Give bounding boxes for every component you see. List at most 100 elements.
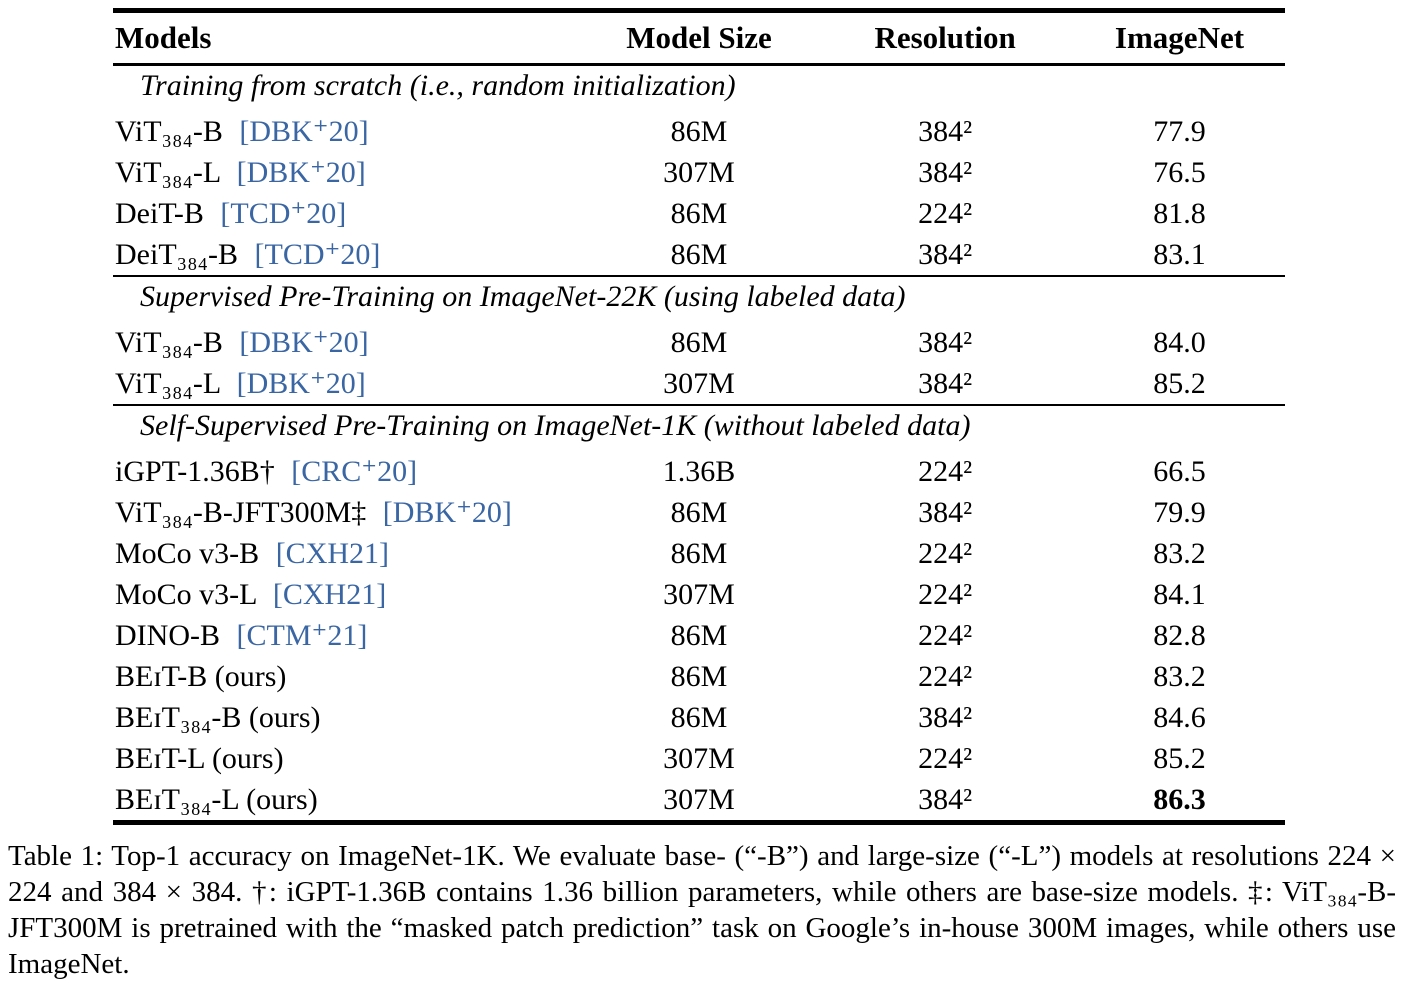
model-size-cell: 86M [670,536,728,570]
model-cell: MoCo v3-B [CXH21] [113,537,582,571]
section-divider-rule [113,404,1285,406]
table-caption: Table 1: Top-1 accuracy on ImageNet-1K. … [8,840,1396,980]
model-name: ViT₃₈₄-L [115,156,221,189]
imagenet-cell: 83.2 [1153,536,1206,570]
citation-link[interactable]: [CXH21] [272,577,387,611]
table-row: DeiT-B [TCD⁺20] 86M 224² 81.8 [113,193,1285,234]
table-header-row: Models Model Size Resolution ImageNet [113,13,1285,63]
section-heading-row: Self-Supervised Pre-Training on ImageNet… [113,406,1285,451]
table-section: Self-Supervised Pre-Training on ImageNet… [113,406,1285,820]
model-cell: DeiT₃₈₄-B [TCD⁺20] [113,237,582,272]
table-row: iGPT-1.36B† [CRC⁺20] 1.36B 224² 66.5 [113,451,1285,492]
model-cell: BEɪT-L (ours) [113,742,582,776]
model-size-cell: 307M [663,366,735,400]
model-size-cell: 307M [663,782,735,816]
model-size-cell: 307M [663,741,735,775]
results-table: Models Model Size Resolution ImageNet Tr… [113,8,1285,825]
section-heading-row: Supervised Pre-Training on ImageNet-22K … [113,277,1285,322]
resolution-cell: 384² [918,237,973,271]
model-name: iGPT-1.36B† [115,455,275,488]
citation-link[interactable]: [DBK⁺20] [239,326,369,359]
model-name: BEɪT-L (ours) [115,741,284,775]
model-name: ViT₃₈₄-B [115,115,223,148]
imagenet-cell: 82.8 [1153,618,1206,652]
imagenet-cell: 84.6 [1153,700,1206,734]
model-cell: DeiT-B [TCD⁺20] [113,196,582,231]
model-name: DeiT-B [115,197,204,230]
resolution-cell: 384² [918,155,973,189]
model-name: ViT₃₈₄-B [115,326,223,359]
model-name: ViT₃₈₄-B-JFT300M‡ [115,496,367,529]
model-cell: BEɪT₃₈₄-B (ours) [113,701,582,735]
model-size-cell: 86M [670,700,728,734]
table-row: BEɪT-B (ours) 86M 224² 83.2 [113,656,1285,697]
citation-link[interactable]: [DBK⁺20] [236,156,366,189]
imagenet-cell: 83.2 [1153,659,1206,693]
imagenet-cell: 84.0 [1153,325,1206,359]
model-cell: ViT₃₈₄-B [DBK⁺20] [113,114,582,149]
table-section: Supervised Pre-Training on ImageNet-22K … [113,277,1285,404]
resolution-cell: 224² [918,659,973,693]
header-divider-rule [113,63,1285,66]
citation-link[interactable]: [DBK⁺20] [382,496,512,529]
imagenet-cell: 85.2 [1153,366,1206,400]
model-cell: ViT₃₈₄-L [DBK⁺20] [113,366,582,401]
resolution-cell: 384² [918,325,973,359]
model-cell: iGPT-1.36B† [CRC⁺20] [113,454,582,489]
table-row: BEɪT-L (ours) 307M 224² 85.2 [113,738,1285,779]
citation-link[interactable]: [DBK⁺20] [239,115,369,148]
resolution-cell: 224² [918,577,973,611]
citation-link[interactable]: [TCD⁺20] [254,238,381,271]
model-cell: ViT₃₈₄-L [DBK⁺20] [113,155,582,190]
model-size-cell: 1.36B [662,454,736,488]
table-row: ViT₃₈₄-L [DBK⁺20] 307M 384² 76.5 [113,152,1285,193]
model-cell: ViT₃₈₄-B [DBK⁺20] [113,325,582,360]
imagenet-cell: 85.2 [1153,741,1206,775]
col-header-model-size: Model Size [626,20,772,55]
model-size-cell: 86M [670,196,728,230]
citation-link[interactable]: [DBK⁺20] [236,367,366,400]
resolution-cell: 384² [918,495,973,529]
table-row: ViT₃₈₄-B [DBK⁺20] 86M 384² 77.9 [113,111,1285,152]
model-name: MoCo v3-L [115,577,257,611]
col-header-imagenet: ImageNet [1114,20,1245,55]
model-name: DeiT₃₈₄-B [115,238,239,271]
model-cell: BEɪT₃₈₄-L (ours) [113,783,582,817]
citation-link[interactable]: [CTM⁺21] [236,619,368,652]
table-top-rule [113,8,1285,13]
imagenet-cell: 84.1 [1153,577,1206,611]
resolution-cell: 224² [918,536,973,570]
citation-link[interactable]: [CRC⁺20] [291,455,418,488]
resolution-cell: 384² [918,366,973,400]
imagenet-cell: 86.3 [1153,782,1206,816]
resolution-cell: 384² [918,114,973,148]
section-heading: Self-Supervised Pre-Training on ImageNet… [140,409,971,442]
imagenet-cell: 77.9 [1153,114,1206,148]
table-row: ViT₃₈₄-L [DBK⁺20] 307M 384² 85.2 [113,363,1285,404]
citation-link[interactable]: [CXH21] [275,536,390,570]
table-row: ViT₃₈₄-B [DBK⁺20] 86M 384² 84.0 [113,322,1285,363]
model-cell: DINO-B [CTM⁺21] [113,618,582,653]
model-name: BEɪT₃₈₄-B (ours) [115,700,321,734]
model-cell: ViT₃₈₄-B-JFT300M‡ [DBK⁺20] [113,495,582,530]
imagenet-cell: 66.5 [1153,454,1206,488]
model-size-cell: 86M [670,114,728,148]
model-name: DINO-B [115,619,220,652]
resolution-cell: 384² [918,782,973,816]
resolution-cell: 224² [918,454,973,488]
col-header-models: Models [115,20,212,55]
model-size-cell: 86M [670,237,728,271]
section-heading-row: Training from scratch (i.e., random init… [113,66,1285,111]
table-row: DINO-B [CTM⁺21] 86M 224² 82.8 [113,615,1285,656]
citation-link[interactable]: [TCD⁺20] [220,197,347,230]
imagenet-cell: 83.1 [1153,237,1206,271]
model-size-cell: 307M [663,155,735,189]
section-heading: Supervised Pre-Training on ImageNet-22K … [140,280,906,313]
model-name: ViT₃₈₄-L [115,367,221,400]
table-bottom-rule [113,820,1285,825]
resolution-cell: 384² [918,700,973,734]
imagenet-cell: 79.9 [1153,495,1206,529]
section-heading: Training from scratch (i.e., random init… [140,69,736,102]
model-name: BEɪT₃₈₄-L (ours) [115,782,318,816]
table-row: MoCo v3-B [CXH21] 86M 224² 83.2 [113,533,1285,574]
